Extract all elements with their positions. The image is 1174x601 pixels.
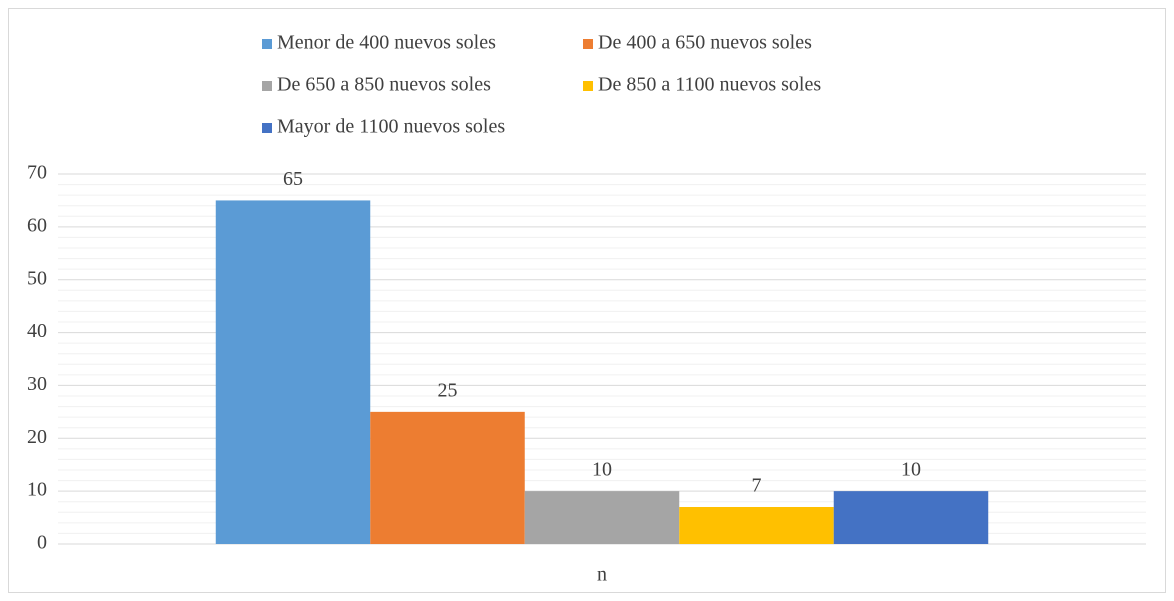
bar xyxy=(524,491,680,544)
legend-swatch xyxy=(262,39,272,49)
data-label: 65 xyxy=(283,168,303,190)
y-tick-label: 40 xyxy=(27,320,47,342)
bar xyxy=(833,491,989,544)
legend-label: Mayor de 1100 nuevos soles xyxy=(277,116,505,138)
y-tick-label: 30 xyxy=(27,373,47,395)
legend-label: De 650 a 850 nuevos soles xyxy=(277,74,491,96)
legend-swatch xyxy=(583,81,593,91)
y-tick-label: 0 xyxy=(37,532,47,554)
y-tick-label: 70 xyxy=(27,162,47,184)
y-tick-label: 60 xyxy=(27,214,47,236)
legend-label: Menor de 400 nuevos soles xyxy=(277,32,496,54)
legend-label: De 400 a 650 nuevos soles xyxy=(598,32,812,54)
data-label: 7 xyxy=(751,475,761,497)
y-tick-label: 50 xyxy=(27,267,47,289)
x-tick-label: n xyxy=(597,564,607,586)
bar xyxy=(215,200,371,544)
legend-label: De 850 a 1100 nuevos soles xyxy=(598,74,821,96)
bar xyxy=(370,411,525,544)
y-tick-label: 10 xyxy=(27,479,47,501)
legend-swatch xyxy=(262,81,272,91)
data-label: 10 xyxy=(901,459,921,481)
legend-swatch xyxy=(583,39,593,49)
data-label: 10 xyxy=(592,459,612,481)
bar xyxy=(679,507,834,544)
data-label: 25 xyxy=(438,379,458,401)
y-tick-label: 20 xyxy=(27,426,47,448)
legend-swatch xyxy=(262,123,272,133)
